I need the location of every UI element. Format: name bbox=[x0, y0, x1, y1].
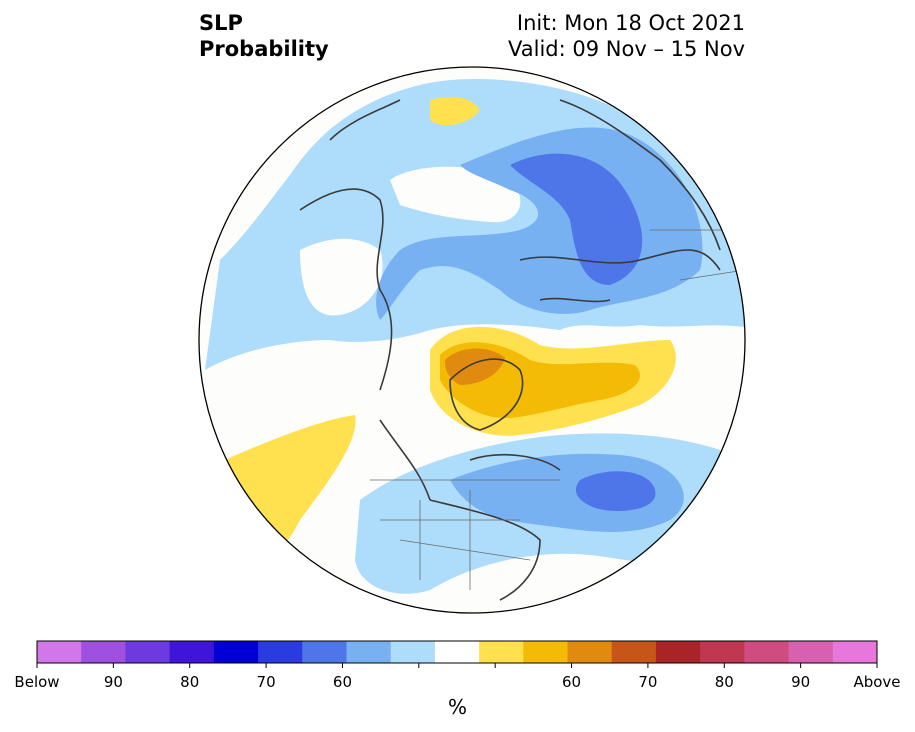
colorbar-swatch bbox=[169, 641, 215, 663]
colorbar-tick-label: Above bbox=[853, 673, 900, 691]
above-normal-greenland-core bbox=[444, 348, 505, 385]
colorbar-unit: % bbox=[447, 695, 467, 719]
polar-map bbox=[198, 66, 746, 614]
title-line-product: Probability bbox=[199, 37, 329, 61]
colorbar-swatch bbox=[611, 641, 657, 663]
valid-range: Valid: 09 Nov – 15 Nov bbox=[508, 37, 745, 61]
probability-field bbox=[199, 67, 745, 613]
below-normal-core-south bbox=[575, 471, 656, 511]
colorbar-tick-label: 60 bbox=[562, 673, 581, 691]
colorbar-tick-label: 80 bbox=[180, 673, 199, 691]
title-line-variable: SLP bbox=[199, 11, 243, 35]
colorbar-tick-label: Below bbox=[14, 673, 59, 691]
borders bbox=[370, 229, 745, 590]
colorbar-swatch bbox=[390, 641, 436, 663]
colorbar-swatch bbox=[655, 641, 701, 663]
colorbar-frame bbox=[36, 640, 878, 664]
colorbar-swatch bbox=[302, 641, 347, 663]
colorbar-swatch bbox=[258, 641, 303, 663]
colorbar-swatches bbox=[37, 641, 878, 663]
colorbar-ticks: Below 90 80 70 60 60 70 80 90 Above bbox=[14, 663, 901, 691]
colorbar-swatch bbox=[832, 641, 878, 663]
colorbar-swatch bbox=[213, 641, 259, 663]
colorbar-swatch bbox=[744, 641, 790, 663]
init-date: Init: Mon 18 Oct 2021 bbox=[516, 11, 745, 35]
colorbar-swatch bbox=[567, 641, 613, 663]
colorbar-swatch bbox=[788, 641, 834, 663]
colorbar-swatch bbox=[434, 641, 480, 663]
map-title: SLP Probability bbox=[199, 10, 329, 62]
colorbar-swatch bbox=[479, 641, 524, 663]
colorbar-tick-label: 90 bbox=[791, 673, 810, 691]
above-normal-arctic bbox=[430, 97, 480, 126]
colorbar-tick-label: 90 bbox=[104, 673, 123, 691]
below-normal-region-core-north bbox=[510, 153, 643, 285]
globe-boundary bbox=[198, 66, 746, 614]
colorbar-swatch bbox=[125, 641, 171, 663]
neutral-pocket-west bbox=[300, 238, 383, 316]
colorbar-swatch bbox=[346, 641, 392, 663]
colorbar-tick-label: 70 bbox=[257, 673, 276, 691]
neutral-pocket-north bbox=[390, 166, 521, 223]
forecast-dates: Init: Mon 18 Oct 2021 Valid: 09 Nov – 15… bbox=[508, 10, 745, 62]
colorbar-swatch bbox=[37, 641, 82, 663]
colorbar-swatch bbox=[81, 641, 126, 663]
colorbar-tick-label: 70 bbox=[638, 673, 657, 691]
colorbar: Below 90 80 70 60 60 70 80 90 Above bbox=[14, 640, 901, 691]
colorbar-tick-label: 60 bbox=[333, 673, 352, 691]
colorbar-swatch bbox=[523, 641, 569, 663]
colorbar-tick-label: 80 bbox=[715, 673, 734, 691]
coastlines bbox=[299, 99, 721, 601]
colorbar-swatch bbox=[700, 641, 745, 663]
